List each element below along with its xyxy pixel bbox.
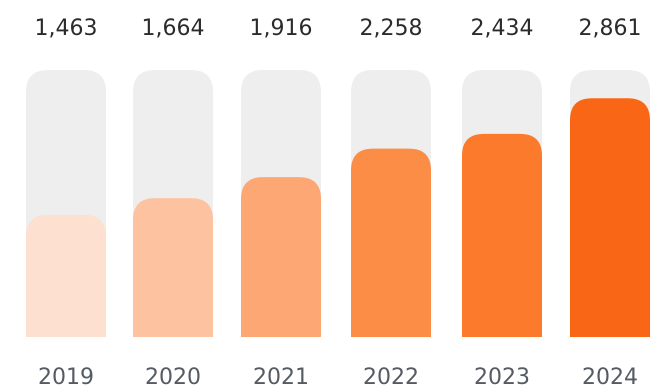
year-label-2024: 2024: [582, 365, 638, 390]
bar-group-2019: 1,463 2019: [26, 16, 106, 390]
bar-group-2020: 1,664 2020: [133, 16, 213, 390]
bar-2021: [241, 177, 321, 337]
value-label-2020: 1,664: [142, 16, 205, 41]
year-label-2020: 2020: [145, 365, 201, 390]
value-label-2023: 2,434: [471, 16, 534, 41]
value-label-2019: 1,463: [35, 16, 98, 41]
bar-group-2024: 2,861 2024: [570, 16, 650, 390]
bar-2019: [26, 214, 106, 337]
bar-2020: [133, 198, 213, 337]
year-label-2019: 2019: [38, 365, 94, 390]
year-label-2021: 2021: [253, 365, 309, 390]
year-label-2023: 2023: [474, 365, 530, 390]
bar-group-2023: 2,434 2023: [462, 16, 542, 390]
value-label-2024: 2,861: [579, 16, 642, 41]
bar-2024: [570, 98, 650, 337]
bar-group-2021: 1,916 2021: [241, 16, 321, 390]
year-label-2022: 2022: [363, 365, 419, 390]
value-label-2022: 2,258: [360, 16, 423, 41]
value-label-2021: 1,916: [250, 16, 313, 41]
bar-2022: [351, 148, 431, 337]
bar-2023: [462, 133, 542, 337]
bar-group-2022: 2,258 2022: [351, 16, 431, 390]
